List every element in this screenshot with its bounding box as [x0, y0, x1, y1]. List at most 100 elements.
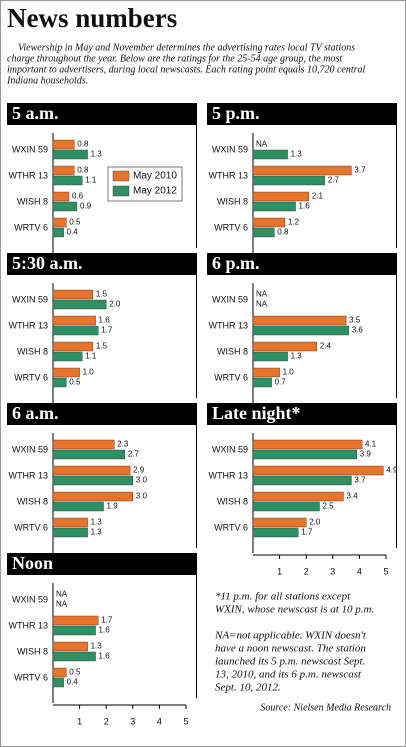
- value-label: NA: [56, 600, 68, 609]
- category-label: WTHR 13: [208, 170, 248, 180]
- category-label: WRTV 6: [14, 672, 48, 682]
- panel-title: 5 p.m.: [212, 103, 260, 123]
- intro-line: charge throughout the year. Below are th…: [7, 53, 342, 64]
- panel-title: 6 p.m.: [212, 253, 260, 273]
- value-label: 0.4: [67, 678, 79, 687]
- category-label: WRTV 6: [14, 222, 48, 232]
- intro-line: Indiana households.: [6, 75, 88, 86]
- x-tick-label: 2: [304, 566, 309, 576]
- value-label: 1.6: [99, 652, 111, 661]
- category-label: WXIN 59: [12, 594, 48, 604]
- value-label: 1.3: [91, 150, 103, 159]
- bar: [252, 465, 384, 476]
- bar: [252, 439, 363, 450]
- bar: [52, 325, 99, 336]
- value-label: 1.7: [101, 616, 113, 625]
- value-label: 1.3: [291, 352, 303, 361]
- category-label: WTHR 13: [208, 320, 248, 330]
- value-label: NA: [56, 590, 68, 599]
- value-label: 1.5: [96, 290, 108, 299]
- bar: [252, 149, 288, 160]
- bar: [52, 315, 96, 326]
- bar: [52, 439, 115, 450]
- bar: [52, 299, 107, 310]
- footnote-line: *11 p.m. for all stations except: [215, 591, 351, 603]
- bar: [252, 377, 272, 388]
- category-label: WRTV 6: [14, 522, 48, 532]
- bar: [52, 139, 75, 150]
- bar: [252, 367, 280, 378]
- value-label: NA: [256, 290, 268, 299]
- value-label: 3.6: [352, 326, 364, 335]
- panel-header: [7, 403, 197, 425]
- value-label: 1.3: [91, 642, 103, 651]
- bar: [52, 341, 94, 352]
- value-label: 3.4: [346, 492, 358, 501]
- bar: [52, 625, 96, 636]
- category-label: WXIN 59: [212, 444, 248, 454]
- category-label: WTHR 13: [8, 170, 48, 180]
- value-label: 1.2: [288, 218, 300, 227]
- bar: [252, 315, 347, 326]
- bar: [52, 191, 70, 202]
- source: Source: Nielsen Media Research: [260, 702, 391, 713]
- bar: [52, 667, 67, 678]
- panel-title: Noon: [12, 553, 53, 573]
- category-label: WTHR 13: [8, 470, 48, 480]
- bar: [52, 475, 134, 486]
- na-note-line: NA=not applicable. WXIN doesn't: [214, 630, 367, 642]
- category-label: WRTV 6: [214, 522, 248, 532]
- bar: [252, 165, 352, 176]
- footnote-line: WXIN, whose newscast is at 10 p.m.: [215, 604, 374, 616]
- x-tick-label: 2: [104, 716, 109, 726]
- bar: [52, 165, 75, 176]
- category-label: WXIN 59: [12, 444, 48, 454]
- panel-header: [207, 103, 397, 125]
- value-label: 1.7: [101, 326, 113, 335]
- value-label: 4.9: [386, 466, 398, 475]
- bar: [252, 341, 318, 352]
- bar: [52, 517, 88, 528]
- bar: [52, 377, 67, 388]
- value-label: 1.0: [283, 368, 295, 377]
- na-note-line: launched its 5 p.m. newscast Sept.: [215, 656, 365, 668]
- value-label: 0.4: [67, 228, 79, 237]
- value-label: 1.0: [83, 368, 95, 377]
- value-label: 0.8: [277, 228, 289, 237]
- value-label: 0.6: [72, 192, 84, 201]
- value-label: 0.5: [69, 218, 81, 227]
- value-label: 2.3: [117, 440, 129, 449]
- value-label: 1.3: [91, 528, 103, 537]
- value-label: 0.8: [77, 166, 89, 175]
- value-label: 0.8: [77, 140, 89, 149]
- x-tick-label: 5: [383, 566, 388, 576]
- intro-line: important to advertisers, during local n…: [7, 64, 366, 75]
- bar: [252, 325, 349, 336]
- value-label: 2.1: [312, 192, 324, 201]
- value-label: 1.1: [85, 352, 97, 361]
- panel-title: 6 a.m.: [12, 403, 59, 423]
- category-label: WXIN 59: [212, 294, 248, 304]
- value-label: 0.9: [80, 202, 92, 211]
- category-label: WXIN 59: [12, 144, 48, 154]
- x-tick-label: 5: [183, 716, 188, 726]
- x-tick-label: 3: [330, 566, 335, 576]
- value-label: 2.9: [133, 466, 145, 475]
- x-tick-label: 3: [130, 716, 135, 726]
- panel-header: [7, 253, 197, 275]
- category-label: WXIN 59: [12, 294, 48, 304]
- bar: [52, 677, 64, 688]
- bar: [252, 227, 275, 238]
- panel-header: [7, 103, 197, 125]
- x-tick-label: 1: [277, 566, 282, 576]
- value-label: 0.5: [69, 668, 81, 677]
- value-label: 2.0: [109, 300, 121, 309]
- panel-header: [207, 403, 397, 425]
- category-label: WTHR 13: [208, 470, 248, 480]
- bar: [252, 501, 320, 512]
- category-label: WISH 8: [17, 196, 48, 206]
- bar: [52, 465, 131, 476]
- value-label: NA: [256, 300, 268, 309]
- value-label: 2.0: [309, 518, 321, 527]
